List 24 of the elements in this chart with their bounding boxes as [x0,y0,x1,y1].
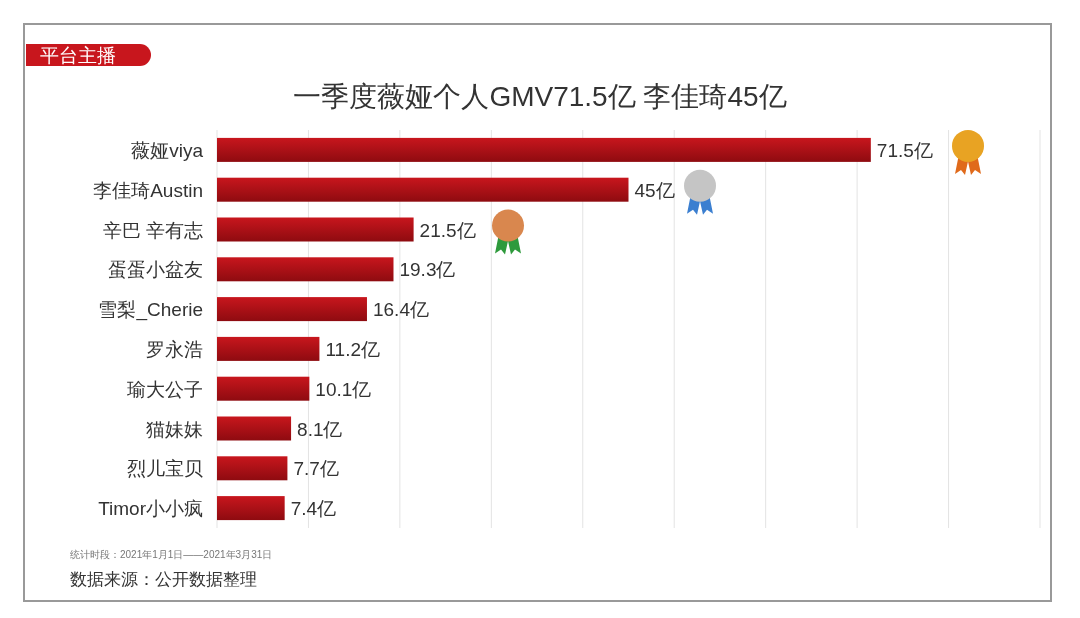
data-label: 71.5亿 [876,139,933,161]
y-tick-label: 烈儿宝贝 [127,458,203,480]
data-label: 10.1亿 [315,378,372,400]
data-label: 16.4亿 [372,299,429,321]
y-tick-label: 雪梨_Cherie [98,299,203,322]
text: 平台主播 [40,45,116,66]
y-tick-label: 薇娅viya [131,139,204,161]
text: 统计时段：2021年1月1日——2021年3月31日 [70,549,273,560]
y-tick-label: 猫妹妹 [146,418,203,440]
data-label: 21.5亿 [419,219,476,241]
y-tick-label: Timor小小疯 [98,498,203,520]
data-label: 8.1亿 [297,418,343,440]
source-note: 数据来源：公开数据整理 [70,570,257,589]
data-label: 7.4亿 [290,498,337,520]
y-tick-label: 罗永浩 [146,338,203,360]
data-label: 19.3亿 [399,259,456,281]
data-label: 7.7亿 [293,458,339,480]
chart-title: 一季度薇娅个人GMV71.5亿 李佳琦45亿 [293,81,787,112]
y-tick-label: 辛巴 辛有志 [102,219,203,241]
y-tick-label: 李佳琦Austin [93,179,203,201]
y-tick-label: 瑜大公子 [127,378,203,400]
data-label: 11.2亿 [325,338,380,360]
data-label: 45亿 [634,179,675,201]
y-tick-label: 蛋蛋小盆友 [108,259,203,281]
